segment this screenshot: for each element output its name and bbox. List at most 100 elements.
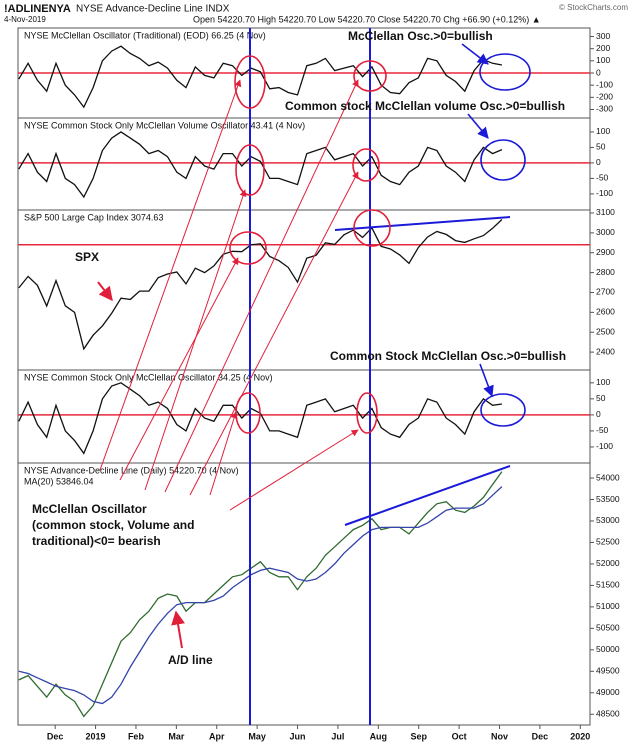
x-tick-label: Sep xyxy=(410,731,427,741)
y-tick-label: -50 xyxy=(596,173,609,183)
series-line xyxy=(18,486,503,705)
panel-frame xyxy=(17,209,591,371)
y-tick-label: 50 xyxy=(596,142,606,152)
y-tick-label: 100 xyxy=(596,126,610,136)
y-tick-label: 0 xyxy=(596,67,601,77)
x-tick-label: Dec xyxy=(532,731,549,741)
arrow xyxy=(171,610,185,649)
y-tick-label: 49000 xyxy=(596,687,620,697)
annotation: (common stock, Volume and xyxy=(32,518,194,532)
arrow xyxy=(229,429,359,511)
arrow xyxy=(97,281,113,302)
y-tick-label: 51000 xyxy=(596,601,620,611)
y-tick-label: 2400 xyxy=(596,346,615,356)
x-tick-label: May xyxy=(248,731,266,741)
arrow xyxy=(119,257,239,481)
highlight xyxy=(480,139,526,181)
y-tick-label: 0 xyxy=(596,409,601,419)
highlight xyxy=(479,53,531,91)
arrow xyxy=(467,113,489,139)
symbol: !ADLINENYA xyxy=(4,3,71,15)
legend-entry: MA(20) 53846.04 xyxy=(24,476,94,486)
y-tick-label: 3000 xyxy=(596,227,615,237)
arrow xyxy=(479,363,494,398)
y-tick-label: 50 xyxy=(596,393,606,403)
highlight xyxy=(353,60,387,92)
arrow xyxy=(164,79,359,493)
y-tick-label: 51500 xyxy=(596,580,620,590)
highlight xyxy=(235,144,265,196)
y-tick-label: -300 xyxy=(596,104,613,114)
highlight xyxy=(353,209,391,247)
arrow xyxy=(461,43,489,65)
highlight xyxy=(356,392,378,434)
annotation-shapes xyxy=(97,28,531,725)
y-tick-label: 52000 xyxy=(596,558,620,568)
date: 4-Nov-2019 xyxy=(4,15,46,24)
quote: Open 54220.70 High 54220.70 Low 54220.70… xyxy=(193,14,541,24)
arrow xyxy=(144,189,247,491)
annotation: SPX xyxy=(75,250,99,264)
y-tick-label: 48500 xyxy=(596,709,620,719)
annotation: traditional)<0= bearish xyxy=(32,534,161,548)
x-tick-label: 2019 xyxy=(86,731,106,741)
panel-title: NYSE McClellan Oscillator (Traditional) … xyxy=(24,30,266,40)
y-tick-label: 0 xyxy=(596,157,601,167)
x-tick-label: Apr xyxy=(209,731,225,741)
y-tick-label: 300 xyxy=(596,31,610,41)
panel-title: S&P 500 Large Cap Index 3074.63 xyxy=(24,212,163,222)
highlight xyxy=(352,148,380,182)
y-tick-label: 53500 xyxy=(596,494,620,504)
y-tick-label: 2600 xyxy=(596,307,615,317)
y-tick-label: 2900 xyxy=(596,247,615,257)
y-tick-label: 53000 xyxy=(596,515,620,525)
series-line xyxy=(18,131,503,199)
y-tick-label: 200 xyxy=(596,43,610,53)
x-tick-label: Feb xyxy=(128,731,145,741)
arrow xyxy=(189,171,359,496)
panel-frame xyxy=(17,462,591,726)
panels xyxy=(17,27,591,726)
highlight xyxy=(229,231,267,265)
annotation: McClellan Osc.>0=bullish xyxy=(348,29,493,43)
credit: © StockCharts.com xyxy=(559,3,628,12)
y-tick-label: -100 xyxy=(596,188,613,198)
y-tick-label: 52500 xyxy=(596,537,620,547)
y-tick-label: -100 xyxy=(596,441,613,451)
annotation: McClellan Oscillator xyxy=(32,502,147,516)
annotation: Common Stock McClellan Osc.>0=bullish xyxy=(330,349,566,363)
annotation: A/D line xyxy=(168,653,213,667)
y-tick-label: 2500 xyxy=(596,326,615,336)
series-line xyxy=(18,219,503,351)
legend-entry: NYSE Advance-Decline Line (Daily) 54220.… xyxy=(24,465,239,475)
arrow xyxy=(209,411,238,496)
y-tick-label: 54000 xyxy=(596,472,620,482)
y-tick-label: 100 xyxy=(596,377,610,387)
y-tick-label: 100 xyxy=(596,55,610,65)
y-tick-label: 2800 xyxy=(596,267,615,277)
y-tick-label: -50 xyxy=(596,425,609,435)
y-tick-label: -100 xyxy=(596,79,613,89)
y-tick-label: 3100 xyxy=(596,207,615,217)
panel-title: NYSE Common Stock Only McClellan Volume … xyxy=(24,120,305,130)
arrow xyxy=(99,79,242,471)
x-tick-label: Jul xyxy=(331,731,344,741)
x-tick-label: Dec xyxy=(47,731,64,741)
plots: -300 -200 -100 0 100 200 300 NYSE McClellan Osc… xyxy=(18,30,620,741)
x-tick-label: Nov xyxy=(491,731,508,741)
y-tick-label: 50500 xyxy=(596,623,620,633)
highlight xyxy=(480,393,526,427)
x-tick-label: Aug xyxy=(370,731,388,741)
annotation: Common stock McClellan volume Osc.>0=bul… xyxy=(285,99,565,113)
trend-line xyxy=(344,465,511,526)
trend-line xyxy=(334,216,511,231)
x-tick-label: Jun xyxy=(290,731,306,741)
y-tick-label: 50000 xyxy=(596,644,620,654)
x-tick-label: 2020 xyxy=(570,731,590,741)
panel-title: NYSE Common Stock Only McClellan Oscilla… xyxy=(24,372,273,382)
y-tick-label: -200 xyxy=(596,92,613,102)
y-tick-label: 2700 xyxy=(596,287,615,297)
x-tick-label: Oct xyxy=(452,731,467,741)
